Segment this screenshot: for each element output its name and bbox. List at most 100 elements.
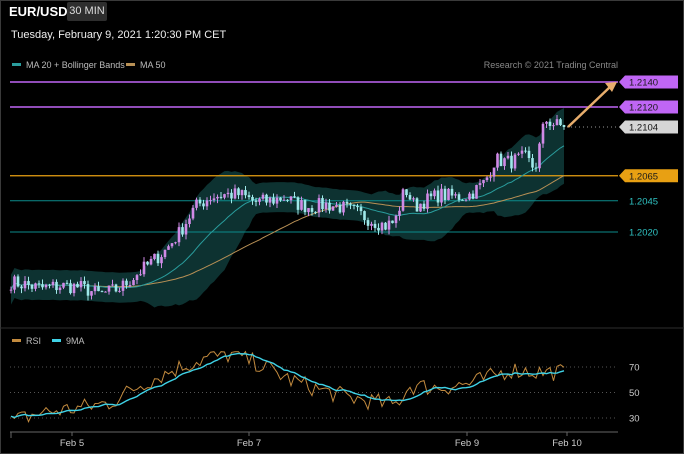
legend-label: RSI [26,336,42,346]
legend-rsi-ma: 9MA [52,336,85,346]
ma20-line [10,145,565,290]
candle-down [146,261,149,265]
candle-up [447,188,450,201]
candle-up [370,223,373,226]
candle-down [37,283,41,285]
candle-down [461,199,464,201]
candle-down [349,203,352,205]
x-tick-label: Feb 9 [455,438,479,449]
candle-up [317,198,321,213]
candle-down [363,211,366,221]
rsi-panel: 70 50 30 [10,350,640,425]
x-axis: Feb 5 Feb 7 Feb 9 Feb 10 [10,431,618,449]
candle-up [226,192,230,195]
candle-up [541,123,545,144]
candle-up [9,289,13,291]
rsi-tick-label: 70 [629,363,640,374]
candle-up [342,201,345,213]
candle-up [555,119,559,126]
candle-down [345,201,349,204]
candle-up [209,200,212,202]
candle-down [366,220,370,226]
candle-down [16,276,20,287]
candle-down [408,195,412,200]
candle-up [240,190,244,196]
legend-ma20: MA 20 + Bollinger Bands [12,60,125,70]
candle-down [531,158,534,168]
forecast-arrow-head [605,82,617,92]
candle-up [51,281,55,286]
legend-label: 9MA [66,336,85,346]
candle-down [562,124,566,127]
candle-up [167,246,170,250]
price-level-tag [619,100,678,114]
candle-down [48,284,51,286]
candle-up [513,154,517,169]
interval-button[interactable]: 30 MIN [67,2,107,21]
candle-down [83,281,86,285]
forecast-arrow [567,82,617,128]
candle-up [275,197,279,204]
candle-down [524,150,527,152]
candle-up [191,207,195,219]
candle-up [188,218,191,225]
price-level-label: 1.2020 [629,228,658,239]
candle-down [296,197,300,210]
candle-down [534,167,538,169]
candle-down [443,188,447,201]
candle-up [380,222,384,231]
candle-up [258,198,261,202]
candle-down [373,223,377,228]
candle-up [44,284,48,288]
candle-down [125,280,128,286]
candle-up [552,125,555,127]
candle-up [464,199,468,201]
candle-down [41,284,44,288]
candle-down [359,207,363,212]
candle-down [450,188,454,196]
candle-down [65,282,69,284]
price-level-tag [619,120,678,134]
ma50-line [10,175,565,290]
candle-up [496,153,499,168]
price-level-label: 1.2045 [629,196,658,207]
candle-down [429,193,433,197]
candle-up [142,261,146,275]
candle-up [58,287,62,291]
candle-down [328,202,331,211]
candle-up [517,153,520,155]
candle-up [261,194,265,199]
candle-up [324,202,328,210]
candlesticks [9,115,566,301]
candle-up [170,243,174,247]
candle-up [121,280,125,291]
candle-up [205,200,209,207]
candle-down [352,204,356,206]
candle-up [489,176,492,178]
x-tick-label: Feb 7 [237,438,261,449]
price-level-labels: 1.2140 1.2120 1.2104 1.2065 1.2045 1.2020 [619,75,678,239]
legend-ma50: MA 50 [126,60,166,70]
price-level-label: 1.2065 [629,171,658,182]
candle-down [181,227,184,235]
candle-up [426,193,429,209]
candle-up [223,194,226,198]
candle-down [20,286,23,289]
candle-up [468,193,471,200]
candle-down [286,199,289,201]
candle-up [412,198,415,200]
candle-down [457,194,461,200]
candle-down [303,200,307,213]
candle-up [475,185,478,199]
candle-down [244,190,247,196]
rsi-line [10,350,565,423]
forecast-arrow-shaft [567,85,612,128]
legend-swatch [52,339,61,343]
candle-down [314,211,317,213]
legend-label: MA 20 + Bollinger Bands [26,60,125,70]
candle-down [237,188,240,196]
candle-up [163,249,167,258]
candle-down [55,281,58,291]
bollinger-band [11,107,564,308]
